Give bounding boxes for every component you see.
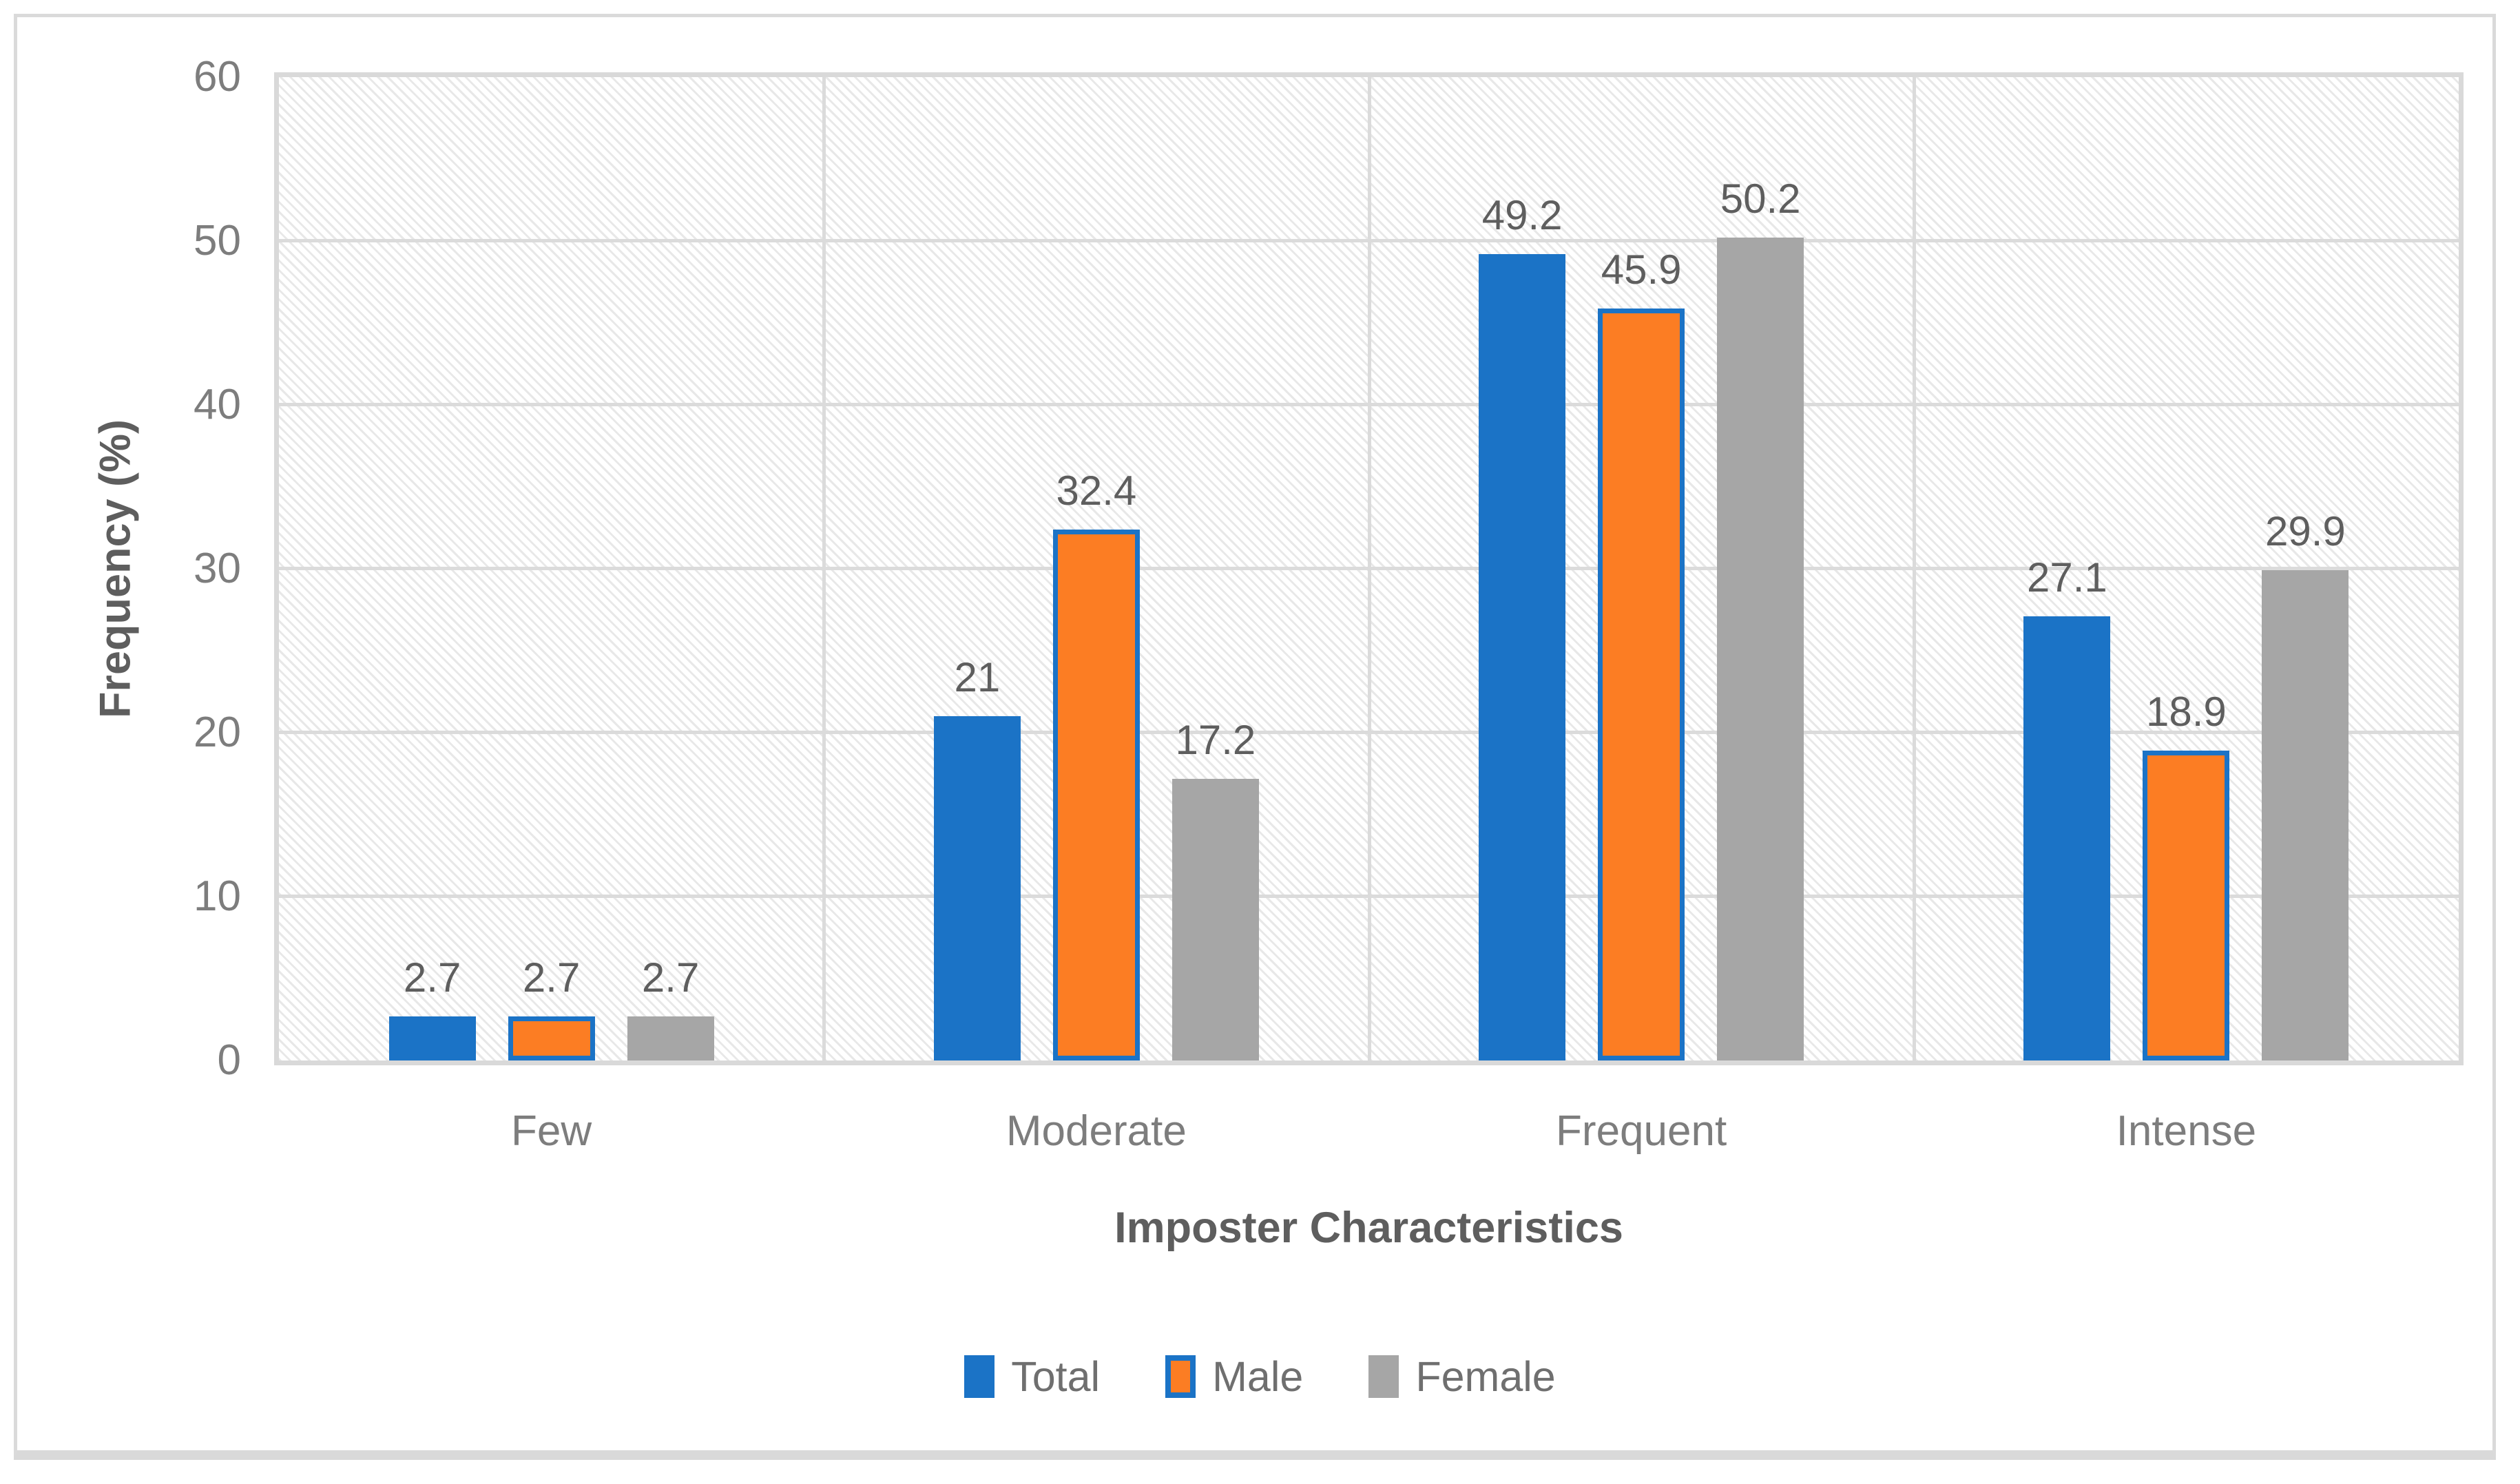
legend-item-female: Female	[1368, 1352, 1556, 1400]
bar-unit-female: 50.2	[1717, 77, 1804, 1060]
data-label: 45.9	[1601, 246, 1682, 293]
bar-male-moderate	[1052, 529, 1140, 1060]
x-category-label-moderate: Moderate	[1006, 1107, 1187, 1155]
data-label: 32.4	[1056, 467, 1137, 514]
bar-unit-total: 21	[933, 77, 1021, 1060]
bar-unit-total: 49.2	[1479, 77, 1566, 1060]
data-label: 2.7	[641, 954, 700, 1001]
x-category-label-few: Few	[511, 1107, 592, 1155]
bar-total-intense	[2023, 616, 2111, 1060]
data-label: 50.2	[1720, 176, 1801, 222]
bar-unit-total: 2.7	[388, 77, 476, 1060]
bar-female-intense	[2262, 570, 2349, 1060]
data-label: 21	[954, 654, 1001, 701]
data-label: 29.9	[2264, 508, 2346, 555]
legend-item-male: Male	[1165, 1355, 1303, 1398]
bar-unit-female: 29.9	[2262, 77, 2349, 1060]
y-tick-label-50: 50	[194, 217, 241, 264]
legend-swatch-male	[1165, 1355, 1196, 1398]
y-axis-ticks: 0 10 20 30 40 50 60	[0, 56, 241, 1082]
bar-male-intense	[2143, 751, 2230, 1060]
bar-unit-female: 17.2	[1172, 77, 1259, 1060]
y-axis-title: Frequency (%)	[91, 419, 140, 719]
category-group-intense: 27.1 18.9 29.9	[1914, 77, 2459, 1060]
category-group-moderate: 21 32.4 17.2	[824, 77, 1368, 1060]
bar-female-frequent	[1717, 238, 1804, 1060]
bar-total-frequent	[1479, 254, 1566, 1060]
y-tick-label-0: 0	[217, 1036, 241, 1084]
bar-unit-total: 27.1	[2023, 77, 2111, 1060]
data-label: 27.1	[2026, 554, 2107, 601]
legend-item-total: Total	[964, 1355, 1100, 1398]
bar-unit-male: 32.4	[1052, 77, 1140, 1060]
gridline-vertical	[1912, 77, 1916, 1060]
chart-legend: Total Male Female	[0, 1355, 2520, 1398]
x-category-label-intense: Intense	[2116, 1107, 2257, 1155]
data-label: 18.9	[2145, 689, 2227, 735]
bar-unit-male: 45.9	[1598, 77, 1685, 1060]
x-axis-title: Imposter Characteristics	[1114, 1204, 1623, 1252]
gridline-vertical	[822, 77, 826, 1060]
plot-area: 2.7 2.7 2.7 21 32.4 17.2 49.2 45.9 50.2 27.1 18.9 2…	[274, 72, 2464, 1065]
legend-label-female: Female	[1415, 1352, 1556, 1400]
data-label: 49.2	[1481, 192, 1563, 239]
data-label: 17.2	[1175, 716, 1256, 763]
data-label: 2.7	[403, 954, 461, 1001]
bar-male-few	[508, 1016, 595, 1060]
bar-unit-male: 18.9	[2143, 77, 2230, 1060]
bar-total-moderate	[933, 716, 1021, 1060]
y-tick-label-10: 10	[194, 872, 241, 920]
y-tick-label-60: 60	[194, 53, 241, 101]
legend-label-total: Total	[1011, 1352, 1101, 1400]
bar-unit-female: 2.7	[627, 77, 714, 1060]
category-group-few: 2.7 2.7 2.7	[279, 77, 824, 1060]
category-group-frequent: 49.2 45.9 50.2	[1369, 77, 1914, 1060]
gridline-vertical	[1367, 77, 1371, 1060]
bar-male-frequent	[1598, 308, 1685, 1060]
legend-label-male: Male	[1212, 1352, 1304, 1400]
x-axis-category-labels: Few Moderate Frequent Intense	[279, 1110, 2459, 1172]
bar-female-few	[627, 1016, 714, 1060]
x-category-label-frequent: Frequent	[1556, 1107, 1727, 1155]
bar-total-few	[388, 1016, 476, 1060]
bar-female-moderate	[1172, 778, 1259, 1060]
y-tick-label-30: 30	[194, 545, 241, 592]
y-tick-label-40: 40	[194, 381, 241, 428]
bar-unit-male: 2.7	[508, 77, 595, 1060]
legend-swatch-total	[964, 1355, 995, 1398]
legend-swatch-female	[1368, 1355, 1399, 1398]
y-tick-label-20: 20	[194, 709, 241, 756]
data-label: 2.7	[522, 954, 581, 1001]
